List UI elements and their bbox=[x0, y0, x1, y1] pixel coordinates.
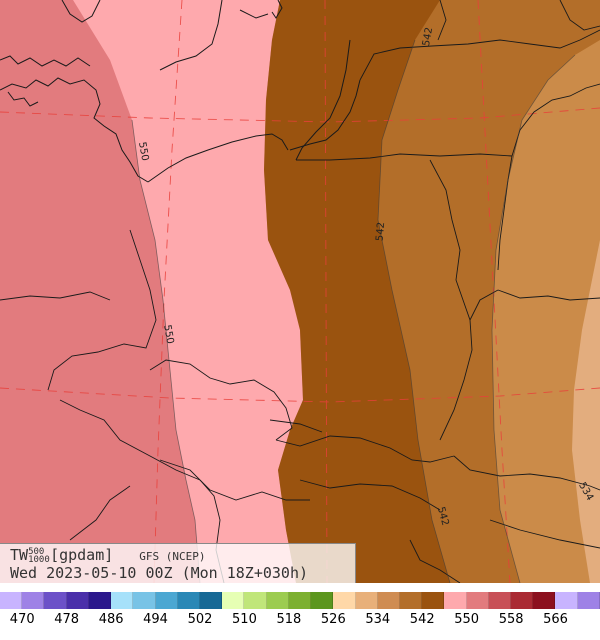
legend-swatch bbox=[399, 592, 423, 609]
model-label: GFS (NCEP) bbox=[139, 550, 206, 563]
zone-510-518 bbox=[572, 240, 600, 583]
legend-bar bbox=[0, 592, 600, 609]
legend-tick-label: 550 bbox=[454, 612, 480, 627]
legend-swatch bbox=[222, 592, 245, 609]
legend-swatch bbox=[577, 592, 600, 609]
legend-swatch bbox=[555, 592, 578, 609]
legend-swatch bbox=[133, 592, 156, 609]
contour-lines bbox=[131, 39, 576, 583]
legend-swatch bbox=[377, 592, 400, 609]
map-canvas: 542 550 542 550 542 534 bbox=[0, 0, 600, 583]
legend-swatch bbox=[422, 592, 445, 609]
legend-swatch bbox=[66, 592, 89, 609]
legend-tick-label: 542 bbox=[409, 612, 435, 627]
legend-tick-label: 518 bbox=[276, 612, 302, 627]
legend-swatch bbox=[288, 592, 312, 609]
legend-swatch bbox=[44, 592, 67, 609]
legend-swatch bbox=[111, 592, 134, 609]
legend-swatch bbox=[466, 592, 489, 609]
legend-tick-label: 470 bbox=[9, 612, 35, 627]
legend-swatch bbox=[155, 592, 178, 609]
legend-swatch bbox=[199, 592, 223, 609]
variable-line: TW 500 1000 [gpdam] GFS (NCEP) bbox=[10, 546, 206, 565]
legend-swatch bbox=[177, 592, 200, 609]
graticule bbox=[0, 0, 600, 583]
legend-swatch bbox=[333, 592, 356, 609]
legend-swatch bbox=[511, 592, 534, 609]
contour-label: 542 bbox=[375, 222, 388, 242]
level-subscript: 1000 bbox=[28, 555, 50, 565]
legend-swatch bbox=[533, 592, 556, 609]
legend-tick-label: 494 bbox=[143, 612, 168, 627]
legend-swatch bbox=[444, 592, 467, 609]
legend-tick-label: 566 bbox=[543, 612, 568, 627]
contour-label: 550 bbox=[161, 324, 175, 345]
legend-tick-label: 526 bbox=[320, 612, 346, 627]
legend-swatch bbox=[0, 592, 23, 609]
legend-tick-label: 502 bbox=[187, 612, 213, 627]
legend-swatch bbox=[311, 592, 334, 609]
variable-name: TW bbox=[10, 546, 29, 564]
legend-tick-label: 486 bbox=[98, 612, 124, 627]
legend-swatch bbox=[355, 592, 378, 609]
map-panel: 542 550 542 550 542 534 TW 500 1000 [gpdam]… bbox=[0, 0, 600, 583]
country-borders bbox=[0, 0, 600, 583]
legend-tick-label: 558 bbox=[498, 612, 524, 627]
legend-swatch bbox=[22, 592, 45, 609]
contour-label: 550 bbox=[136, 141, 150, 162]
legend-tick-label: 534 bbox=[365, 612, 391, 627]
zone-542-550 bbox=[73, 0, 303, 583]
legend-swatch bbox=[88, 592, 112, 609]
contour-label: 542 bbox=[435, 506, 451, 527]
legend-swatch bbox=[266, 592, 289, 609]
level-superscript: 500 bbox=[28, 547, 45, 557]
valid-time: Wed 2023-05-10 00Z (Mon 18Z+030h) bbox=[10, 564, 309, 582]
legend-tick-label: 478 bbox=[54, 612, 80, 627]
legend-tick-label: 510 bbox=[232, 612, 257, 627]
info-box: TW 500 1000 [gpdam] GFS (NCEP) Wed 2023-05-1… bbox=[0, 543, 356, 583]
coastlines bbox=[0, 0, 361, 183]
color-legend: 470 478 486 494 502 510 518 526 534 542 550 558 566 bbox=[0, 592, 600, 640]
legend-swatch bbox=[488, 592, 512, 609]
level-indices: 500 1000 bbox=[28, 546, 50, 565]
unit-label: [gpdam] bbox=[50, 546, 114, 564]
contour-label: 542 bbox=[421, 26, 435, 47]
legend-swatch bbox=[244, 592, 267, 609]
